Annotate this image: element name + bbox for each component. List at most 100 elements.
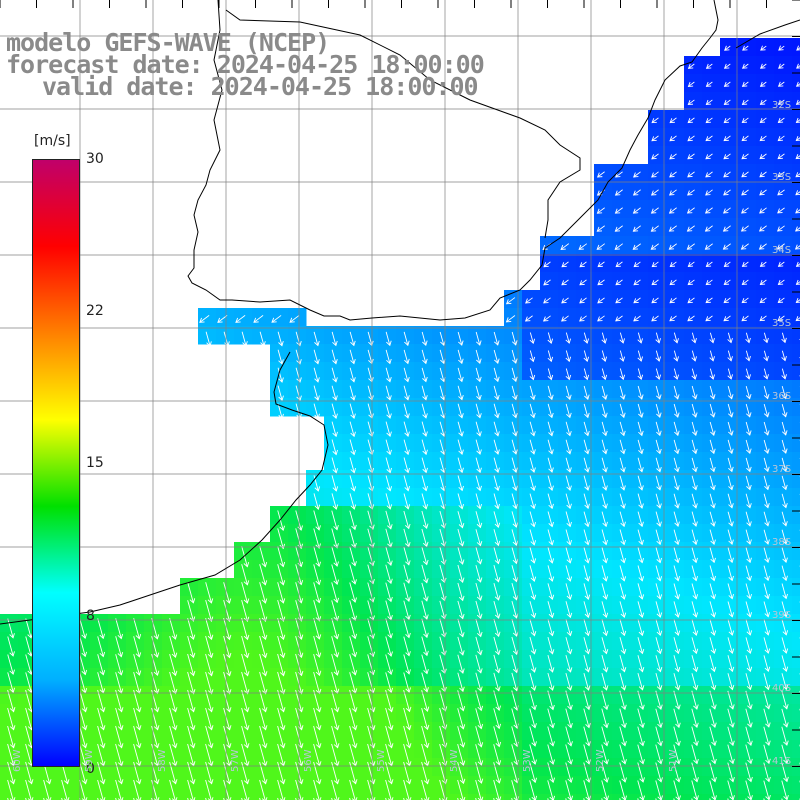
wind-arrow bbox=[673, 529, 680, 546]
wind-arrow bbox=[529, 403, 536, 419]
field-cell bbox=[558, 794, 577, 800]
wind-arrow bbox=[331, 403, 338, 420]
wind-arrow bbox=[277, 671, 286, 695]
wind-arrow bbox=[601, 368, 608, 381]
field-cell bbox=[792, 596, 800, 615]
wind-arrow bbox=[727, 385, 734, 400]
wind-arrow bbox=[673, 457, 680, 473]
wind-arrow bbox=[547, 421, 554, 437]
wind-arrow bbox=[727, 511, 734, 527]
wind-arrow bbox=[259, 635, 268, 659]
wind-arrow bbox=[619, 457, 626, 473]
wind-arrow bbox=[349, 457, 357, 474]
field-cell bbox=[306, 794, 325, 800]
wind-arrow bbox=[475, 403, 482, 419]
wind-arrow bbox=[651, 315, 659, 322]
wind-arrow bbox=[421, 672, 429, 693]
wind-arrow bbox=[727, 439, 734, 455]
wind-arrow bbox=[673, 385, 680, 400]
wind-arrow bbox=[723, 153, 731, 160]
wind-arrow bbox=[259, 331, 266, 347]
wind-arrow bbox=[277, 635, 286, 659]
wind-arrow bbox=[651, 171, 659, 178]
lat-label: 36S bbox=[772, 391, 792, 402]
wind-arrow bbox=[691, 619, 699, 636]
wind-arrow bbox=[691, 655, 699, 673]
wind-arrow bbox=[493, 654, 501, 674]
wind-arrow bbox=[705, 315, 713, 322]
wind-arrow bbox=[475, 439, 482, 455]
wind-arrow bbox=[565, 493, 572, 510]
wind-arrow bbox=[403, 564, 411, 584]
wind-arrow bbox=[745, 385, 752, 400]
wind-arrow bbox=[505, 297, 516, 305]
wind-arrow bbox=[511, 493, 518, 510]
field-cell bbox=[792, 272, 800, 291]
wind-arrow bbox=[403, 600, 411, 621]
wind-arrow bbox=[614, 207, 623, 214]
wind-arrow bbox=[763, 511, 770, 527]
wind-arrow bbox=[705, 279, 713, 286]
field-cell bbox=[18, 794, 37, 800]
wind-arrow bbox=[777, 261, 785, 267]
wind-arrow bbox=[776, 225, 785, 232]
wind-arrow bbox=[745, 421, 752, 436]
wind-arrow bbox=[511, 511, 519, 528]
wind-arrow bbox=[673, 421, 680, 437]
wind-arrow bbox=[349, 618, 358, 640]
wind-arrow bbox=[579, 297, 587, 304]
wind-arrow bbox=[741, 189, 749, 196]
wind-arrow bbox=[475, 511, 483, 529]
wind-arrow bbox=[781, 601, 789, 618]
wind-arrow bbox=[759, 99, 767, 105]
wind-arrow bbox=[601, 332, 607, 344]
wind-arrow bbox=[651, 279, 659, 286]
wind-arrow bbox=[403, 439, 410, 456]
wind-arrow bbox=[457, 457, 464, 474]
wind-arrow bbox=[583, 457, 590, 473]
wind-arrow bbox=[565, 421, 572, 437]
wind-arrow bbox=[543, 261, 551, 268]
wind-arrow bbox=[583, 368, 590, 381]
lat-label: 33S bbox=[772, 172, 792, 183]
wind-arrow bbox=[619, 673, 627, 691]
colorbar-unit: [m/s] bbox=[34, 133, 71, 149]
wind-arrow bbox=[637, 421, 644, 437]
wind-arrow bbox=[601, 403, 608, 419]
wind-arrow bbox=[565, 439, 572, 455]
wind-arrow bbox=[691, 637, 699, 655]
wind-arrow bbox=[637, 403, 644, 419]
wind-arrow bbox=[475, 618, 483, 638]
wind-arrow bbox=[253, 315, 264, 323]
wind-arrow bbox=[271, 315, 282, 323]
wind-arrow bbox=[511, 349, 518, 364]
wind-arrow bbox=[529, 332, 536, 345]
wind-arrow bbox=[385, 331, 392, 347]
wind-arrow bbox=[619, 493, 626, 509]
wind-arrow bbox=[673, 332, 679, 344]
wind-arrow bbox=[742, 45, 749, 51]
wind-arrow bbox=[651, 153, 659, 160]
wind-arrow bbox=[650, 189, 659, 196]
wind-arrow bbox=[493, 582, 501, 601]
wind-arrow bbox=[723, 189, 731, 196]
wind-arrow bbox=[637, 601, 645, 618]
wind-arrow bbox=[385, 349, 392, 365]
wind-arrow bbox=[583, 547, 591, 564]
wind-arrow bbox=[529, 601, 537, 619]
wind-arrow bbox=[529, 583, 537, 601]
lat-label: 35S bbox=[772, 318, 792, 329]
wind-arrow bbox=[781, 332, 787, 344]
wind-arrow bbox=[601, 350, 608, 362]
wind-arrow bbox=[565, 457, 572, 473]
wind-arrow bbox=[759, 297, 767, 304]
wind-arrow bbox=[385, 385, 392, 401]
wind-arrow bbox=[475, 475, 482, 492]
wind-arrow bbox=[475, 654, 483, 674]
colorbar bbox=[32, 159, 80, 767]
wind-arrow bbox=[313, 600, 322, 622]
wind-arrow bbox=[97, 636, 106, 658]
field-cell bbox=[792, 758, 800, 777]
wind-arrow bbox=[705, 63, 713, 69]
wind-arrow bbox=[741, 99, 749, 105]
